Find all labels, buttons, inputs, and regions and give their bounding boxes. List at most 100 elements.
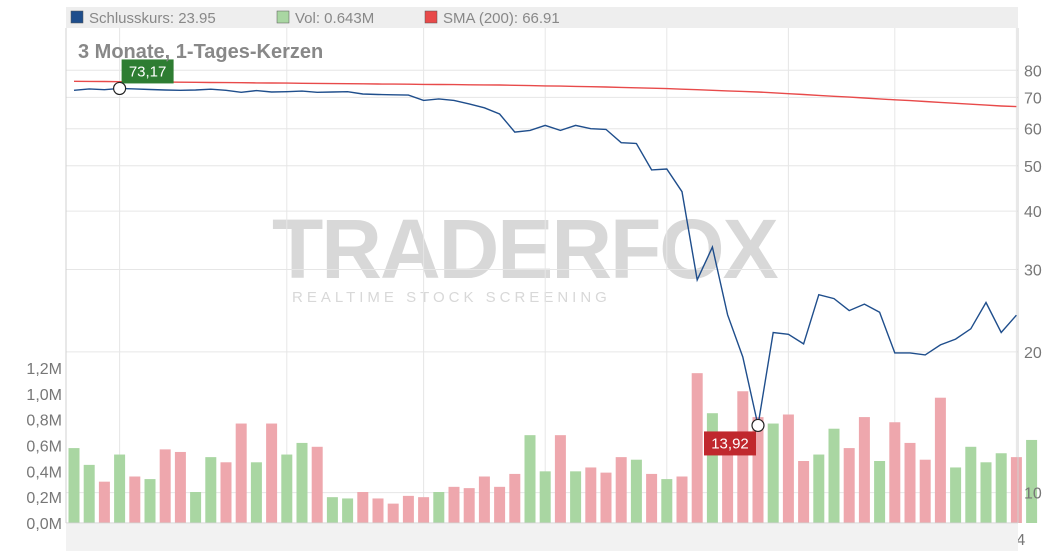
volume-bar <box>235 423 247 523</box>
volume-bar <box>174 451 186 523</box>
volume-bar <box>357 492 369 523</box>
volume-tick-label: 0,2M <box>26 490 62 507</box>
volume-bar <box>782 414 794 523</box>
volume-bar <box>418 497 430 523</box>
annotation-marker <box>751 418 765 433</box>
price-annotations: 73,17 13,92 <box>112 59 765 456</box>
time-axis-band <box>66 524 1018 551</box>
volume-bar <box>554 435 566 523</box>
volume-bar <box>646 473 658 523</box>
legend-swatch-volume <box>276 10 290 24</box>
volume-bar <box>1026 439 1038 523</box>
annotation-marker <box>112 81 127 96</box>
volume-tick-label: 1,0M <box>26 387 62 404</box>
volume-bar <box>129 476 141 523</box>
legend-swatch-sma <box>424 10 438 24</box>
volume-bar <box>828 428 840 523</box>
volume-bar <box>1010 457 1022 523</box>
volume-bar <box>889 422 901 523</box>
price-tick-label: 80 <box>1024 63 1042 80</box>
volume-bar <box>965 446 977 523</box>
annotation-box <box>121 59 174 84</box>
close-price-line <box>73 87 1017 426</box>
volume-bar <box>433 492 445 523</box>
legend-bar <box>66 7 1018 28</box>
volume-bar <box>858 417 870 523</box>
volume-bar <box>919 459 931 523</box>
legend-label-close: Schlusskurs: 23.95 <box>89 10 216 27</box>
volume-axis: 1,2M 1,0M 0,8M 0,6M 0,4M 0,2M 0,0M <box>26 361 62 533</box>
price-tick-label: 20 <box>1024 345 1042 362</box>
watermark-sub: REALTIME STOCK SCREENING <box>292 289 611 306</box>
volume-bar <box>205 457 217 523</box>
volume-bar <box>524 435 536 523</box>
volume-tick-label: 1,2M <box>26 361 62 378</box>
annotation-box <box>704 431 756 456</box>
volume-bar <box>83 464 95 523</box>
volume-bar <box>478 476 490 523</box>
volume-bar <box>402 495 414 523</box>
volume-tick-label: 0,8M <box>26 413 62 430</box>
price-tick-label: 30 <box>1024 262 1042 279</box>
volume-bar <box>342 498 354 523</box>
volume-tick-label: 0,4M <box>26 464 62 481</box>
volume-bar <box>980 462 992 523</box>
legend: Schlusskurs: 23.95 Vol: 0.643M SMA (200)… <box>70 10 560 27</box>
volume-bar <box>934 397 946 523</box>
volume-bar <box>585 467 597 523</box>
volume-bar <box>220 462 232 523</box>
volume-bar <box>494 486 506 523</box>
volume-bar <box>250 462 262 523</box>
annotation-label: 73,17 <box>129 63 167 80</box>
volume-bar <box>509 473 521 523</box>
price-tick-label: 50 <box>1024 159 1042 176</box>
volume-bar <box>159 449 171 523</box>
volume-bar <box>372 498 384 523</box>
volume-bar <box>98 481 110 523</box>
volume-bar <box>904 442 916 523</box>
price-tick-label: 70 <box>1024 90 1042 107</box>
price-lines <box>73 80 1017 426</box>
volume-bar <box>296 442 308 523</box>
volume-bar <box>630 459 642 523</box>
annotation-label: 13,92 <box>711 435 749 452</box>
price-axis: 80 70 60 50 40 30 20 10 <box>1024 63 1042 502</box>
volume-bar <box>843 448 855 523</box>
volume-bar <box>995 453 1007 523</box>
volume-bar <box>737 391 749 523</box>
price-tick-label: 60 <box>1024 122 1042 139</box>
volume-bar <box>615 457 627 523</box>
price-tick-label: 10 <box>1024 486 1042 503</box>
volume-bar <box>798 461 810 523</box>
volume-bar <box>144 479 156 523</box>
volume-bar <box>706 413 718 523</box>
volume-bar <box>326 497 338 523</box>
legend-label-sma: SMA (200): 66.91 <box>443 10 560 27</box>
volume-bar <box>266 423 278 523</box>
volume-bar <box>722 433 734 523</box>
volume-bar <box>463 488 475 523</box>
volume-bar <box>813 454 825 523</box>
volume-bar <box>387 503 399 523</box>
volume-bar <box>874 461 886 523</box>
volume-bar <box>691 373 703 523</box>
volume-tick-label: 0,6M <box>26 439 62 456</box>
volume-bar <box>281 454 293 523</box>
volume-bar <box>311 446 323 523</box>
volume-bar <box>950 467 962 523</box>
volume-bar <box>570 471 582 523</box>
volume-bar <box>448 486 460 523</box>
volume-bar <box>190 492 202 523</box>
volume-bar <box>114 454 126 523</box>
volume-bar <box>661 479 673 523</box>
volume-bars <box>68 373 1038 523</box>
volume-bar <box>752 417 764 523</box>
volume-bar <box>68 448 80 523</box>
chart-title: 3 Monate, 1-Tages-Kerzen <box>78 41 323 63</box>
watermark-main: TRADERFOX <box>272 202 779 296</box>
legend-label-volume: Vol: 0.643M <box>295 10 374 27</box>
volume-bar <box>539 471 551 523</box>
volume-bar <box>676 476 688 523</box>
volume-bar <box>767 423 779 523</box>
